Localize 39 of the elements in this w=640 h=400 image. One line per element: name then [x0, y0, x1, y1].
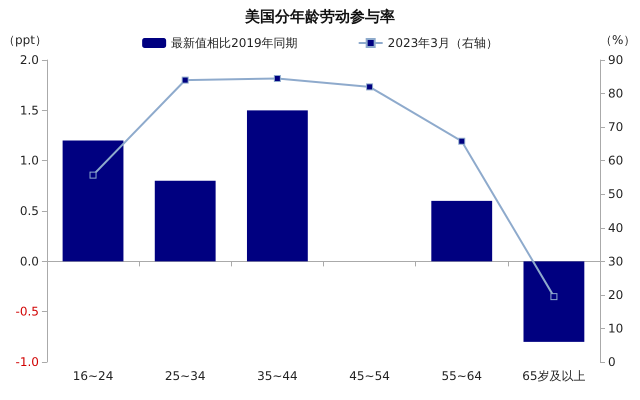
- y2-tick-label: 30: [608, 254, 624, 268]
- y2-tick-label: 50: [608, 187, 624, 202]
- x-tick-label: 35~44: [257, 369, 298, 383]
- point: [182, 76, 189, 84]
- y-tick-label: 0.0: [20, 254, 39, 268]
- y-axis-title: （ppt）: [2, 33, 47, 47]
- x-tick-label: 16~24: [72, 369, 114, 383]
- point: [274, 74, 281, 82]
- bar: [154, 180, 216, 262]
- point: [366, 83, 374, 90]
- point: [458, 138, 466, 145]
- point: [90, 172, 97, 179]
- bar: [62, 140, 124, 262]
- point: [550, 293, 558, 300]
- bar: [523, 261, 584, 342]
- y2-tick-label: 0: [608, 355, 616, 369]
- y2-tick-label: 80: [608, 86, 624, 101]
- bar: [246, 110, 308, 262]
- y2-tick-label: 90: [608, 53, 624, 67]
- legend-label: 最新值相比2019年同期: [171, 36, 298, 50]
- x-tick-label: 45~54: [349, 369, 390, 383]
- legend-label: 2023年3月（右轴）: [388, 36, 498, 50]
- chart-title: 美国分年龄劳动参与率: [244, 8, 395, 26]
- y2-tick-label: 60: [608, 154, 624, 168]
- y-tick-label: -1.0: [16, 355, 39, 369]
- x-tick-label: 25~34: [164, 369, 206, 383]
- bar: [431, 200, 492, 262]
- y2-axis-title: （%）: [600, 33, 636, 47]
- y2-tick-label: 10: [608, 321, 624, 336]
- y-tick-label: -0.5: [16, 304, 39, 319]
- y-tick-label: 1.0: [20, 154, 39, 168]
- y-tick-label: 0.5: [20, 204, 39, 218]
- y-tick-label: 1.5: [20, 103, 39, 118]
- x-tick-label: 55~64: [441, 369, 482, 383]
- x-tick-label: 65岁及以上: [522, 369, 586, 383]
- y-tick-label: 2.0: [20, 53, 39, 67]
- y2-tick-label: 70: [608, 120, 624, 134]
- y2-tick-label: 20: [608, 288, 624, 302]
- y2-tick-label: 40: [608, 220, 624, 235]
